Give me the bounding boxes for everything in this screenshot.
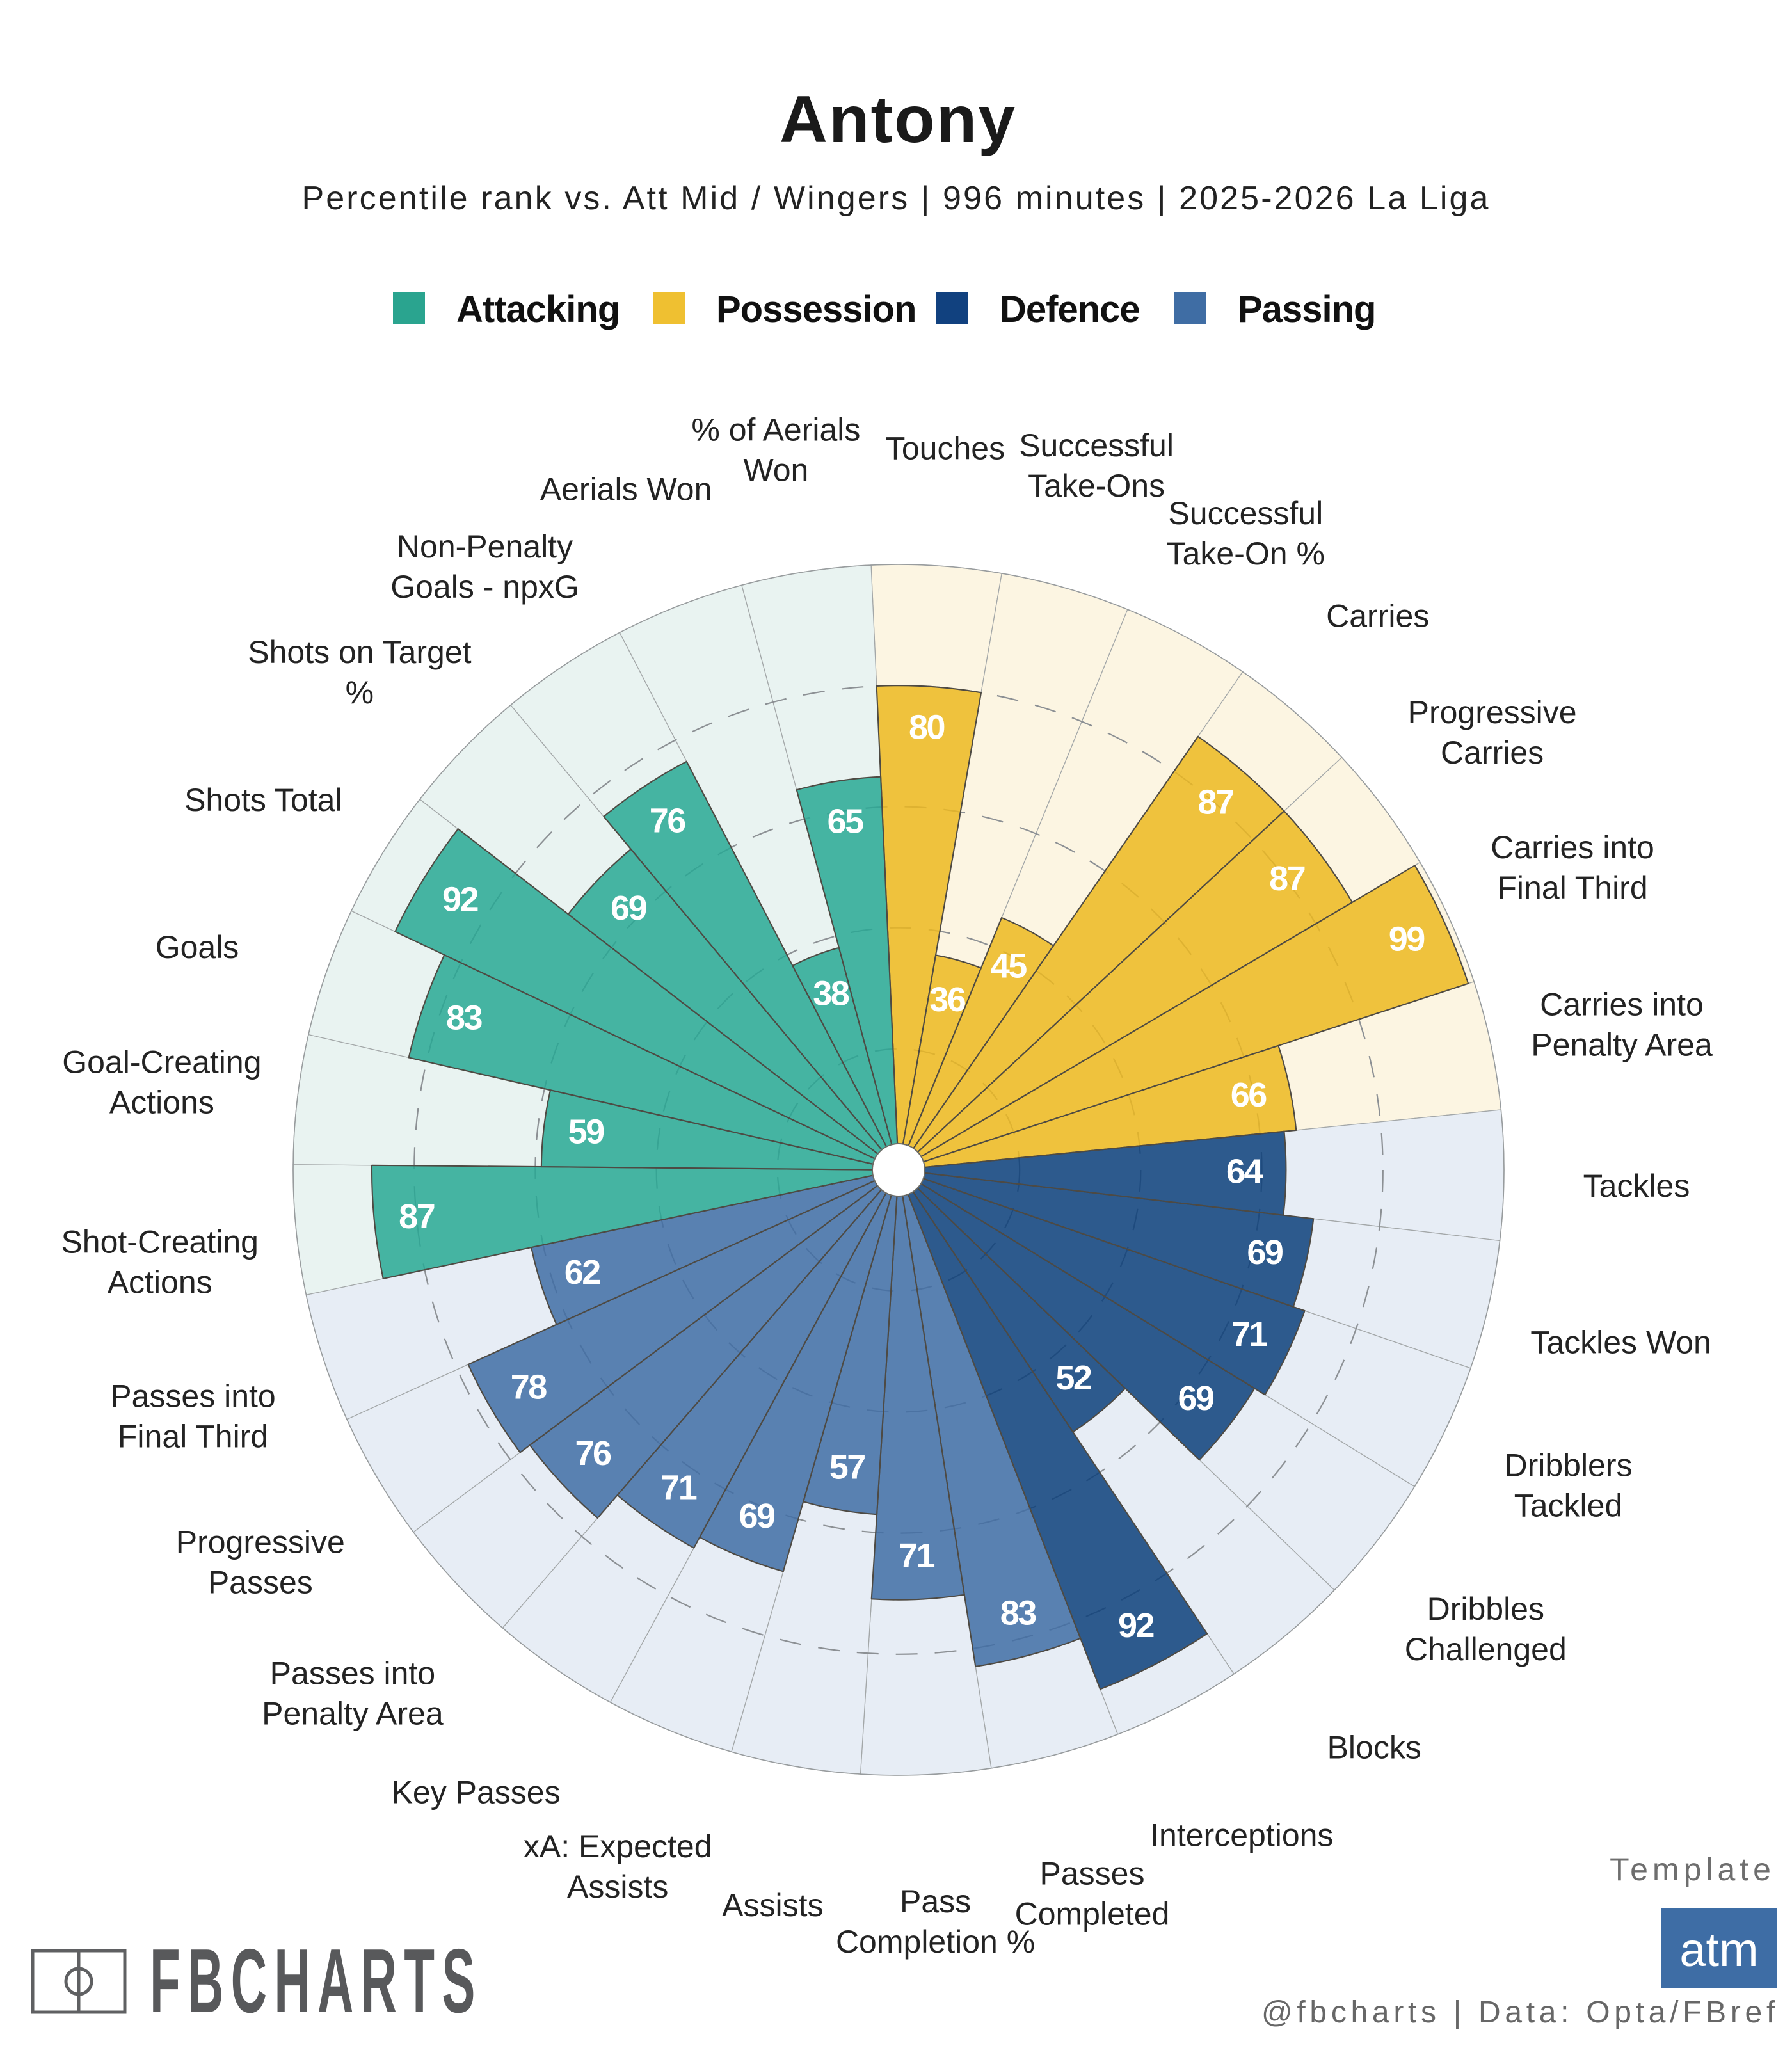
svg-text:Carries: Carries (1326, 598, 1429, 634)
svg-text:92: 92 (442, 880, 478, 918)
svg-text:99: 99 (1389, 920, 1425, 958)
svg-text:Attacking: Attacking (456, 289, 620, 330)
svg-text:Goals: Goals (156, 929, 239, 965)
svg-text:69: 69 (611, 889, 647, 927)
svg-text:Tackles: Tackles (1583, 1168, 1690, 1204)
svg-text:Possession: Possession (716, 289, 916, 330)
svg-text:Percentile rank vs. Att Mid /: Percentile rank vs. Att Mid / Wingers | … (301, 180, 1490, 217)
svg-text:83: 83 (446, 998, 483, 1037)
svg-text:Assists: Assists (722, 1887, 823, 1923)
svg-text:Defence: Defence (1000, 289, 1140, 330)
svg-text:87: 87 (399, 1197, 435, 1236)
svg-text:Key Passes: Key Passes (392, 1774, 561, 1810)
svg-text:87: 87 (1269, 860, 1305, 898)
svg-text:Blocks: Blocks (1327, 1730, 1421, 1766)
svg-text:Touches: Touches (886, 430, 1005, 466)
svg-text:Interceptions: Interceptions (1150, 1818, 1333, 1853)
svg-text:Passing: Passing (1238, 289, 1375, 330)
svg-text:Tackles Won: Tackles Won (1530, 1324, 1711, 1360)
svg-text:@fbcharts | Data: Opta/FBref: @fbcharts | Data: Opta/FBref (1261, 1996, 1779, 2029)
svg-text:69: 69 (739, 1497, 775, 1535)
svg-text:69: 69 (1178, 1379, 1214, 1418)
svg-text:Shots Total: Shots Total (184, 782, 342, 818)
svg-text:87: 87 (1198, 783, 1234, 821)
svg-text:76: 76 (650, 801, 686, 840)
svg-text:Template: Template (1610, 1852, 1775, 1887)
svg-text:52: 52 (1055, 1359, 1091, 1397)
svg-text:65: 65 (827, 803, 863, 841)
svg-text:80: 80 (909, 708, 945, 747)
svg-text:45: 45 (991, 947, 1027, 986)
svg-text:62: 62 (564, 1253, 600, 1292)
svg-text:83: 83 (1000, 1594, 1037, 1633)
svg-text:69: 69 (1247, 1233, 1283, 1272)
svg-text:atm: atm (1679, 1923, 1758, 1976)
svg-text:FBCHARTS: FBCHARTS (150, 1930, 483, 2032)
svg-text:64: 64 (1226, 1153, 1263, 1191)
svg-text:78: 78 (511, 1368, 547, 1406)
svg-text:57: 57 (829, 1448, 865, 1486)
svg-text:Aerials Won: Aerials Won (540, 472, 712, 508)
svg-text:36: 36 (929, 980, 966, 1019)
svg-text:76: 76 (575, 1434, 611, 1473)
svg-text:71: 71 (660, 1468, 697, 1507)
svg-text:66: 66 (1231, 1076, 1267, 1114)
svg-text:Antony: Antony (780, 83, 1016, 157)
svg-text:71: 71 (1231, 1315, 1268, 1354)
svg-text:38: 38 (813, 974, 849, 1012)
svg-text:59: 59 (568, 1113, 605, 1151)
svg-text:92: 92 (1118, 1606, 1154, 1645)
svg-text:71: 71 (899, 1537, 935, 1575)
